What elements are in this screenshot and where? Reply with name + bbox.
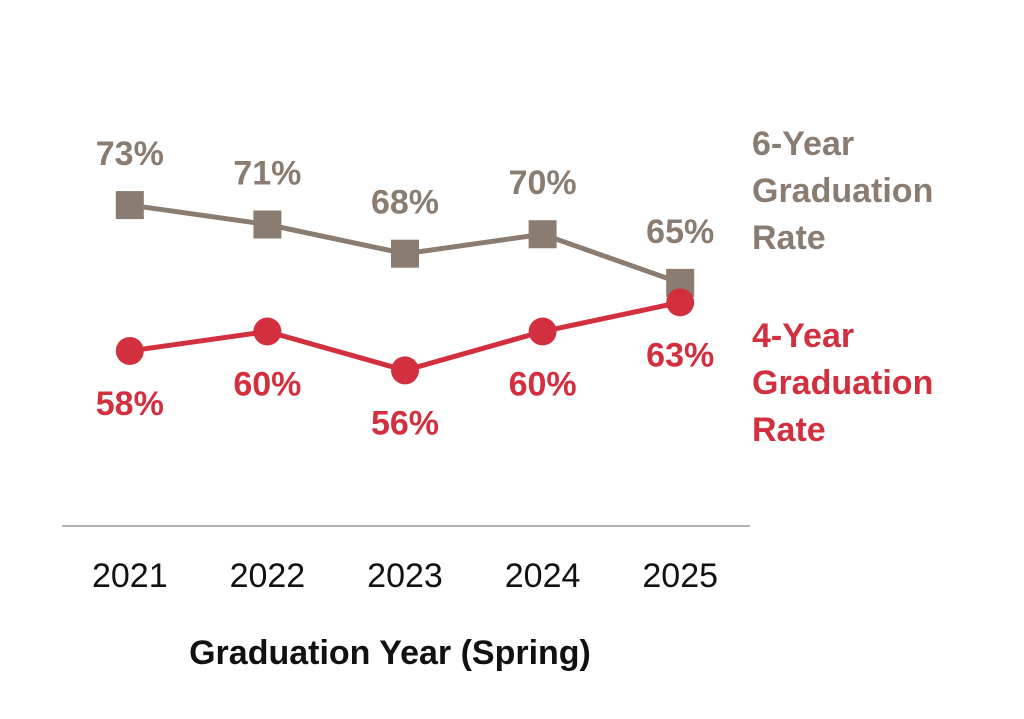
- data-label: 60%: [509, 365, 577, 403]
- data-label: 63%: [646, 336, 714, 374]
- x-tick-label: 2021: [92, 557, 168, 595]
- legend-label: 4-Year Graduation Rate: [752, 316, 934, 449]
- legend-label: 6-Year Graduation Rate: [752, 125, 934, 258]
- legend-entry: 4-Year Graduation Rate: [752, 316, 934, 449]
- marker: [115, 191, 144, 220]
- data-label: 58%: [96, 385, 164, 423]
- x-tick-label: 2022: [230, 557, 306, 595]
- marker: [528, 220, 557, 249]
- data-label: 73%: [96, 135, 164, 173]
- data-label: 56%: [371, 404, 439, 442]
- data-label: 60%: [233, 365, 301, 403]
- x-tick-label: 2024: [505, 557, 581, 595]
- x-axis-title: Graduation Year (Spring): [189, 634, 591, 672]
- marker: [253, 317, 282, 346]
- data-label: 71%: [233, 155, 301, 193]
- x-tick-label: 2025: [642, 557, 718, 595]
- marker: [666, 288, 695, 317]
- marker: [115, 336, 144, 365]
- marker: [528, 317, 557, 346]
- data-label: 70%: [509, 164, 577, 202]
- legend-entry: 6-Year Graduation Rate: [752, 125, 934, 258]
- x-tick-label: 2023: [367, 557, 443, 595]
- data-label: 65%: [646, 213, 714, 251]
- data-label: 68%: [371, 184, 439, 222]
- marker: [391, 356, 419, 385]
- marker: [391, 239, 419, 268]
- marker: [253, 210, 282, 239]
